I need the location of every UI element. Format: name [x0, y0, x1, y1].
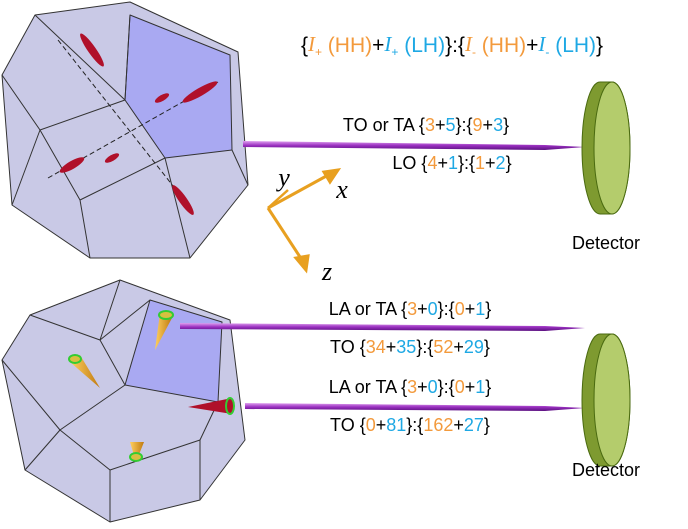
- text-segment: TO or TA {: [343, 115, 425, 135]
- axis-y-label: y: [275, 163, 290, 192]
- text-segment: 3: [493, 115, 503, 135]
- text-segment: }: [485, 377, 491, 397]
- text-segment: 0: [366, 415, 376, 435]
- text-segment: I: [464, 32, 473, 56]
- beam-label: LO {4+1}:{1+2}: [392, 153, 511, 173]
- text-segment: +: [485, 153, 496, 173]
- text-segment: (LH): [549, 34, 596, 57]
- text-segment: TO {: [330, 337, 366, 357]
- beams: [180, 141, 585, 411]
- beam-label: LA or TA {3+0}:{0+1}: [329, 299, 492, 319]
- text-segment: LO {: [392, 153, 427, 173]
- header-formula: {I+ (HH)+I+ (LH)}:{I- (HH)+I- (LH)}: [301, 32, 603, 59]
- text-segment: 9: [473, 115, 483, 135]
- detector-label: Detector: [572, 460, 640, 480]
- text-segment: +: [453, 415, 464, 435]
- text-segment: 1: [475, 299, 485, 319]
- subscript: +: [391, 45, 398, 59]
- text-segment: }: [596, 34, 603, 57]
- text-segment: }: [484, 415, 490, 435]
- axis-z-label: z: [321, 257, 332, 286]
- valleys-top: [47, 33, 219, 215]
- text-segment: }: [485, 299, 491, 319]
- text-segment: +: [376, 415, 387, 435]
- text-segment: 2: [496, 153, 506, 173]
- beam-label: TO {34+35}:{52+29}: [330, 337, 490, 357]
- text-segment: TO {: [330, 415, 366, 435]
- text-segment: 35: [396, 337, 416, 357]
- text-segment: {: [301, 34, 308, 57]
- text-segment: +: [465, 299, 476, 319]
- axis-x-label: x: [335, 175, 348, 204]
- text-segment: +: [465, 377, 476, 397]
- text-segment: +: [417, 299, 428, 319]
- subscript: -: [545, 45, 549, 59]
- text-segment: I: [383, 32, 392, 56]
- text-segment: +: [483, 115, 494, 135]
- text-segment: LA or TA {: [329, 299, 407, 319]
- text-segment: 3: [425, 115, 435, 135]
- axes-triad: [266, 168, 342, 274]
- text-segment: 0: [455, 299, 465, 319]
- text-segment: 1: [475, 377, 485, 397]
- detectors: [581, 81, 631, 467]
- text-segment: 0: [428, 377, 438, 397]
- text-segment: (HH): [476, 34, 526, 57]
- text-segment: 4: [427, 153, 437, 173]
- valleys-bottom: [68, 310, 235, 462]
- text-segment: 0: [428, 299, 438, 319]
- text-segment: 52: [433, 337, 453, 357]
- brillouin-zone-bottom: [1, 279, 246, 523]
- text-segment: }:{: [458, 153, 475, 173]
- subscript: +: [315, 45, 322, 59]
- text-segment: I: [307, 32, 316, 56]
- text-segment: }:{: [438, 377, 455, 397]
- text-segment: }: [506, 153, 512, 173]
- text-segment: LA or TA {: [329, 377, 407, 397]
- text-segment: (LH): [398, 34, 445, 57]
- text-segment: }:{: [416, 337, 433, 357]
- brillouin-zone-top: [1, 1, 249, 259]
- beam-label: TO or TA {3+5}:{9+3}: [343, 115, 509, 135]
- text-segment: 34: [366, 337, 386, 357]
- text-segment: +: [437, 153, 448, 173]
- text-segment: 3: [407, 299, 417, 319]
- beam-label: TO {0+81}:{162+27}: [330, 415, 490, 435]
- text-segment: +: [417, 377, 428, 397]
- text-segment: }: [484, 337, 490, 357]
- beam-label: LA or TA {3+0}:{0+1}: [329, 377, 492, 397]
- text-segment: }:{: [456, 115, 473, 135]
- text-segment: }:{: [406, 415, 423, 435]
- text-segment: }:{: [438, 299, 455, 319]
- text-segment: 1: [448, 153, 458, 173]
- subscript: -: [472, 45, 476, 59]
- text-segment: I: [537, 32, 546, 56]
- text-segment: 0: [455, 377, 465, 397]
- text-segment: 1: [475, 153, 485, 173]
- text-segment: +: [386, 337, 397, 357]
- text-segment: 81: [386, 415, 406, 435]
- text-segment: }:{: [445, 34, 465, 57]
- text-segment: +: [372, 34, 384, 57]
- text-segment: 162: [423, 415, 453, 435]
- text-segment: +: [435, 115, 446, 135]
- detector-label: Detector: [572, 233, 640, 253]
- text-segment: 29: [464, 337, 484, 357]
- text-segment: 27: [464, 415, 484, 435]
- text-segment: 3: [407, 377, 417, 397]
- text-segment: 5: [445, 115, 455, 135]
- text-segment: +: [453, 337, 464, 357]
- text-segment: (HH): [322, 34, 372, 57]
- text-segment: +: [526, 34, 538, 57]
- text-segment: }: [503, 115, 509, 135]
